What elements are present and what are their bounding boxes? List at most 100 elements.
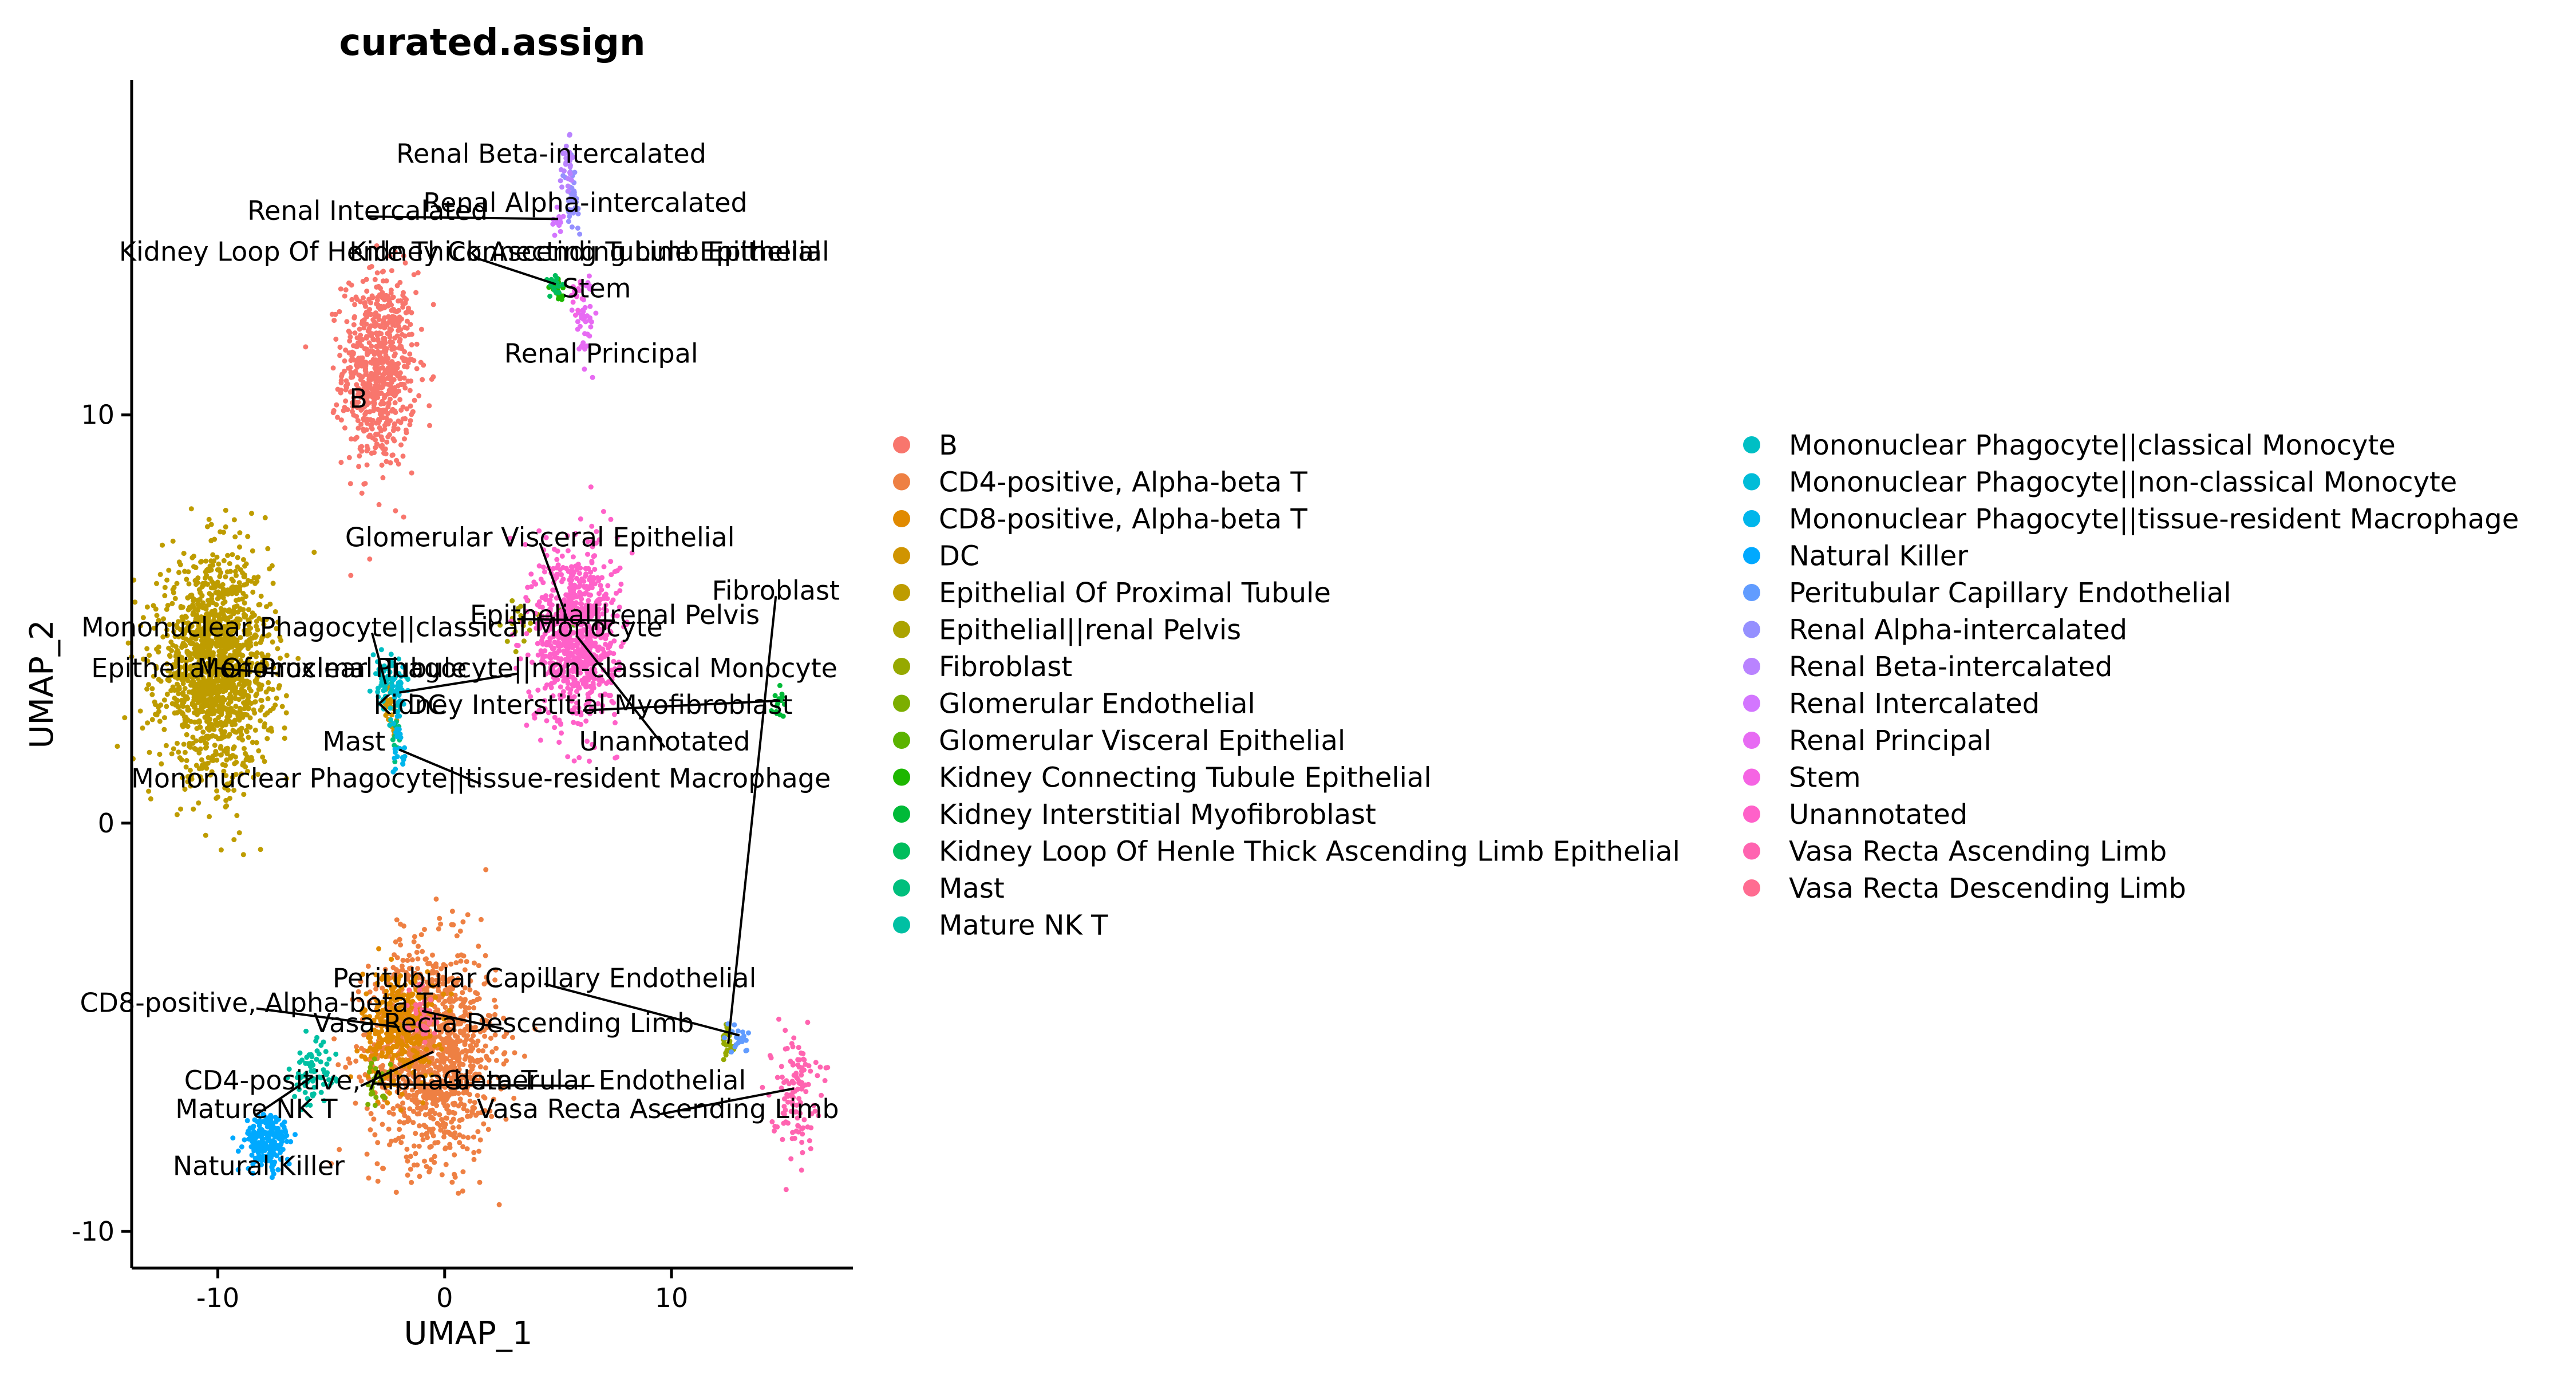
data-point: [434, 978, 440, 984]
data-point: [149, 686, 155, 692]
data-point: [357, 453, 362, 459]
data-point: [209, 579, 215, 585]
data-point: [375, 394, 381, 400]
data-point: [347, 334, 353, 340]
data-point: [252, 710, 258, 716]
data-point: [198, 559, 204, 565]
data-point: [432, 1159, 437, 1165]
data-point: [390, 294, 396, 300]
data-point: [542, 569, 547, 575]
data-point: [608, 559, 614, 564]
data-point: [400, 1134, 405, 1140]
data-point: [556, 740, 562, 745]
data-point: [281, 1124, 287, 1130]
data-point: [348, 572, 354, 578]
data-point: [390, 965, 396, 970]
data-point: [403, 427, 409, 433]
data-point: [214, 796, 219, 801]
data-point: [449, 1077, 454, 1083]
data-point: [264, 736, 270, 741]
data-point: [422, 957, 428, 962]
data-point: [492, 997, 497, 1003]
data-point: [402, 753, 408, 759]
data-point: [493, 1045, 499, 1051]
data-point: [472, 1105, 477, 1111]
data-point: [400, 957, 406, 963]
data-point: [373, 437, 378, 443]
data-point: [512, 1050, 517, 1056]
data-point: [392, 952, 397, 958]
data-point: [350, 997, 355, 1002]
data-point: [181, 700, 187, 705]
data-point: [359, 491, 365, 496]
data-point: [210, 706, 215, 712]
data-point: [210, 756, 215, 762]
data-point: [392, 400, 398, 405]
data-point: [471, 1028, 477, 1033]
data-point: [244, 712, 250, 718]
data-point: [408, 1154, 413, 1159]
data-point: [337, 353, 343, 358]
data-point: [556, 290, 562, 295]
data-point: [375, 1043, 381, 1049]
data-point: [452, 1152, 457, 1158]
data-point: [252, 1132, 258, 1138]
data-point: [455, 953, 461, 958]
data-point: [398, 1140, 404, 1146]
data-point: [576, 571, 582, 577]
data-point: [554, 556, 560, 562]
data-point: [601, 564, 607, 570]
data-point: [380, 443, 385, 448]
data-point: [226, 685, 232, 690]
data-point: [149, 692, 155, 697]
data-point: [438, 966, 444, 972]
data-point: [342, 358, 347, 364]
data-point: [392, 972, 397, 977]
data-point: [575, 307, 581, 313]
data-point: [455, 1047, 460, 1052]
data-point: [240, 557, 246, 562]
data-point: [185, 707, 191, 713]
data-point: [590, 374, 595, 380]
data-point: [374, 301, 380, 307]
data-point: [411, 272, 417, 278]
data-point: [232, 754, 238, 760]
data-point: [264, 604, 269, 610]
data-point: [164, 577, 170, 583]
data-point: [238, 567, 243, 572]
data-point: [316, 1051, 322, 1057]
data-point: [521, 1053, 527, 1059]
data-point: [362, 300, 368, 306]
data-point: [246, 735, 251, 740]
data-point: [583, 319, 588, 325]
data-point: [346, 280, 351, 286]
data-point: [400, 1100, 405, 1106]
data-point: [343, 1064, 349, 1070]
data-point: [437, 1015, 442, 1021]
data-point: [583, 574, 588, 579]
data-point: [510, 1035, 515, 1040]
data-point: [367, 264, 372, 270]
data-point: [487, 1108, 493, 1114]
data-point: [394, 390, 400, 396]
data-point: [464, 1108, 470, 1114]
data-point: [538, 737, 543, 743]
data-point: [200, 729, 206, 735]
data-point: [344, 319, 350, 325]
data-point: [485, 979, 491, 985]
data-point: [386, 1110, 392, 1115]
data-point: [329, 1161, 334, 1166]
data-point: [232, 568, 238, 574]
data-point: [386, 367, 392, 373]
data-point: [618, 581, 624, 587]
data-point: [372, 277, 378, 282]
data-point: [351, 322, 357, 327]
data-point: [352, 330, 358, 336]
data-point: [481, 1121, 487, 1127]
data-point: [339, 372, 345, 377]
data-point: [232, 534, 238, 540]
data-point: [145, 720, 151, 726]
data-point: [471, 1134, 476, 1140]
data-point: [396, 307, 401, 313]
data-point: [409, 1087, 415, 1093]
